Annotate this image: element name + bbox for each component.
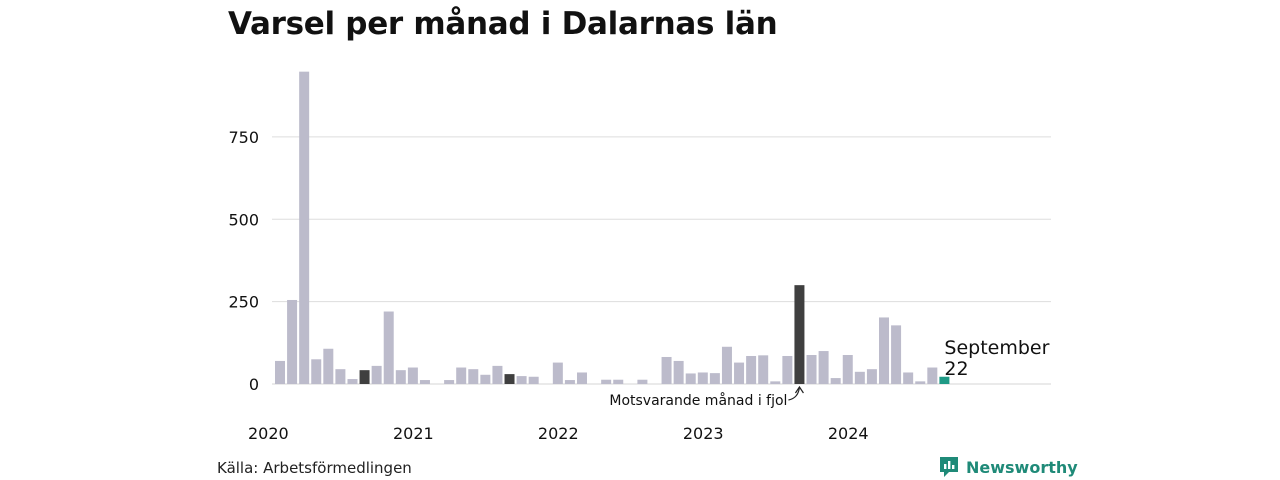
bar-43 — [794, 285, 805, 384]
bar-25 — [577, 372, 587, 384]
bar-3 — [311, 359, 322, 384]
bar-23 — [552, 362, 563, 384]
bar-44 — [806, 355, 817, 384]
bar-52 — [903, 372, 914, 384]
x-tick-label-2022: 2022 — [538, 424, 579, 443]
source-note: Källa: Arbetsförmedlingen — [217, 459, 412, 477]
bar-1 — [287, 299, 298, 384]
bar-8 — [371, 365, 382, 384]
y-tick-label-500: 500 — [228, 210, 259, 229]
current-month-label: September — [944, 337, 1049, 359]
bar-2 — [299, 71, 310, 385]
bar-5 — [335, 369, 346, 384]
bars — [275, 71, 950, 385]
x-tick-label-2024: 2024 — [828, 424, 869, 443]
bar-12 — [419, 380, 430, 384]
bar-18 — [492, 365, 503, 384]
bar-42 — [782, 355, 793, 384]
bar-55 — [939, 376, 950, 384]
bar-28 — [613, 379, 624, 384]
bar-33 — [673, 360, 684, 384]
bar-45 — [818, 351, 829, 384]
bar-46 — [830, 378, 841, 384]
bar-53 — [915, 381, 926, 384]
bar-38 — [734, 362, 745, 384]
bar-47 — [842, 355, 853, 384]
bar-19 — [504, 374, 515, 384]
bar-36 — [709, 373, 720, 384]
bar-40 — [758, 355, 769, 384]
bar-24 — [564, 380, 575, 384]
chart-title: Varsel per månad i Dalarnas län — [228, 6, 778, 42]
bar-27 — [601, 379, 612, 384]
x-tick-label-2021: 2021 — [393, 424, 434, 443]
previous-year-arrow — [788, 386, 801, 401]
x-axis-ticks: 2020 2021 2022 2023 2024 — [248, 424, 869, 443]
x-tick-label-2020: 2020 — [248, 424, 289, 443]
bar-10 — [395, 370, 406, 384]
y-tick-label-0: 0 — [249, 375, 259, 394]
bar-54 — [927, 367, 938, 384]
bar-35 — [697, 372, 708, 384]
bar-11 — [407, 367, 418, 384]
bar-14 — [444, 380, 455, 384]
bar-21 — [528, 376, 539, 384]
x-tick-label-2023: 2023 — [683, 424, 724, 443]
bar-20 — [516, 376, 527, 384]
bar-9 — [383, 311, 394, 384]
bar-15 — [456, 367, 467, 384]
brand-name: Newsworthy — [966, 457, 1078, 477]
bar-16 — [468, 369, 479, 384]
y-axis-ticks: 0 250 500 750 — [228, 128, 259, 394]
current-value-label: 22 — [944, 358, 968, 380]
bar-48 — [854, 371, 865, 384]
bar-0 — [275, 360, 285, 384]
bar-17 — [480, 374, 491, 384]
bar-30 — [637, 379, 648, 384]
previous-year-arrowhead — [794, 385, 804, 394]
bar-7 — [359, 370, 370, 384]
bar-49 — [866, 369, 877, 384]
bar-37 — [721, 346, 732, 384]
bar-39 — [746, 355, 757, 384]
newsworthy-logo-icon — [940, 457, 958, 477]
previous-year-label: Motsvarande månad i fjol — [609, 392, 787, 409]
bar-32 — [661, 356, 672, 384]
bar-41 — [770, 381, 781, 384]
brand[interactable]: Newsworthy — [938, 455, 1078, 479]
y-tick-label-750: 750 — [228, 128, 259, 147]
bar-4 — [323, 348, 334, 384]
y-tick-label-250: 250 — [228, 293, 259, 312]
bar-6 — [347, 379, 358, 384]
bar-50 — [879, 317, 889, 384]
bar-34 — [685, 373, 696, 384]
bar-51 — [891, 325, 902, 384]
annotations: Motsvarande månad i fjol September 22 — [609, 337, 1049, 409]
